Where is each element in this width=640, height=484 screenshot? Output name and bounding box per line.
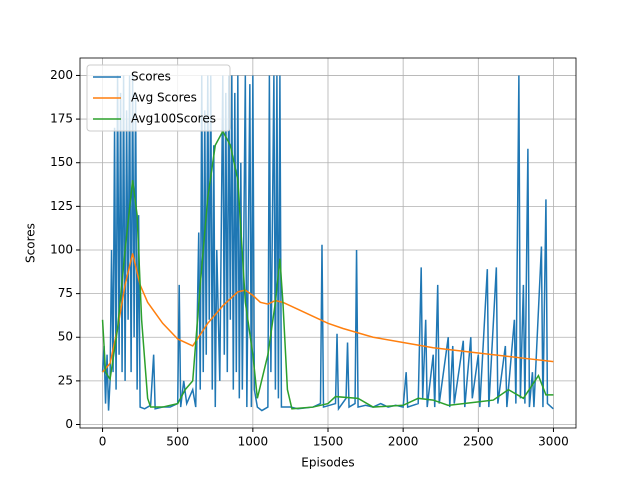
grid — [80, 58, 576, 428]
legend-label: Avg Scores — [131, 91, 197, 105]
x-tick-label: 500 — [166, 435, 189, 449]
y-tick-label: 125 — [50, 199, 73, 213]
y-axis-label: Scores — [24, 223, 38, 263]
x-axis-label: Episodes — [301, 456, 354, 470]
y-tick-label: 50 — [58, 330, 73, 344]
y-tick-label: 200 — [50, 68, 73, 82]
legend-label: Scores — [131, 70, 171, 84]
x-tick-label: 2000 — [388, 435, 419, 449]
x-tick-label: 0 — [99, 435, 107, 449]
y-tick-label: 150 — [50, 155, 73, 169]
x-tick-label: 2500 — [463, 435, 494, 449]
x-tick-label: 1500 — [313, 435, 344, 449]
y-tick-label: 0 — [65, 417, 73, 431]
x-tick-label: 3000 — [538, 435, 569, 449]
legend-label: Avg100Scores — [131, 112, 216, 126]
plot-frame — [79, 57, 577, 429]
x-tick-label: 1000 — [238, 435, 269, 449]
series-line — [101, 253, 554, 373]
y-tick-label: 25 — [58, 373, 73, 387]
legend: Scores Avg Scores Avg100Scores — [86, 64, 231, 132]
y-tick-label: 175 — [50, 112, 73, 126]
y-tick-label: 100 — [50, 242, 73, 256]
series-line — [101, 129, 554, 410]
legend-box — [86, 64, 231, 132]
y-tick-label: 75 — [58, 286, 73, 300]
